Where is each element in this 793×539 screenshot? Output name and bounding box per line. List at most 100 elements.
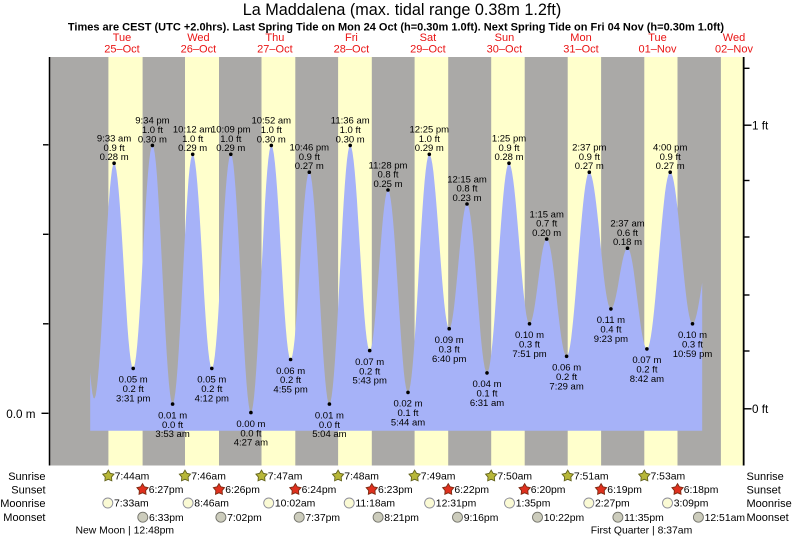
- svg-text:0.1 ft: 0.1 ft: [397, 408, 418, 419]
- svg-text:7:02pm: 7:02pm: [227, 513, 262, 524]
- svg-text:0.9 ft: 0.9 ft: [579, 152, 600, 163]
- svg-text:0.07 m: 0.07 m: [355, 357, 384, 368]
- svg-text:0.30 m: 0.30 m: [257, 134, 286, 145]
- svg-text:New Moon | 12:48pm: New Moon | 12:48pm: [76, 526, 175, 537]
- svg-text:0.10 m: 0.10 m: [678, 330, 707, 341]
- svg-text:0.27 m: 0.27 m: [295, 161, 324, 172]
- svg-text:0.09 m: 0.09 m: [435, 335, 464, 346]
- svg-text:30–Oct: 30–Oct: [487, 44, 522, 56]
- svg-text:2:37 am: 2:37 am: [610, 219, 644, 230]
- svg-text:11:36 am: 11:36 am: [331, 116, 370, 127]
- svg-text:0.05 m: 0.05 m: [119, 375, 148, 386]
- svg-text:10:12 am: 10:12 am: [173, 125, 213, 136]
- svg-text:6:27pm: 6:27pm: [149, 485, 184, 496]
- svg-text:7:51am: 7:51am: [574, 472, 609, 483]
- svg-text:7:48am: 7:48am: [344, 472, 379, 483]
- svg-text:4:55 pm: 4:55 pm: [273, 385, 307, 396]
- svg-text:0.27 m: 0.27 m: [575, 161, 604, 172]
- svg-text:1.0 ft: 1.0 ft: [419, 134, 440, 145]
- svg-text:5:44 am: 5:44 am: [391, 418, 425, 429]
- svg-text:0.9 ft: 0.9 ft: [299, 152, 320, 163]
- svg-text:7:51 pm: 7:51 pm: [512, 349, 546, 360]
- svg-text:Moonset: Moonset: [3, 512, 45, 524]
- svg-text:Thu: Thu: [265, 32, 284, 44]
- svg-text:Moonset: Moonset: [747, 512, 789, 524]
- svg-text:12:51am: 12:51am: [705, 513, 745, 524]
- svg-text:0.3 ft: 0.3 ft: [439, 344, 460, 355]
- svg-text:Times are CEST (UTC +2.0hrs).: Times are CEST (UTC +2.0hrs). Last Sprin…: [68, 22, 725, 34]
- svg-text:10:46 pm: 10:46 pm: [289, 143, 329, 154]
- svg-text:0.20 m: 0.20 m: [532, 228, 561, 239]
- svg-text:0.8 ft: 0.8 ft: [377, 170, 398, 181]
- svg-text:4:12 pm: 4:12 pm: [195, 394, 229, 405]
- svg-text:6:22pm: 6:22pm: [454, 485, 489, 496]
- svg-text:1 ft: 1 ft: [752, 119, 769, 132]
- svg-text:Wed: Wed: [187, 32, 209, 44]
- svg-text:4:27 am: 4:27 am: [234, 438, 268, 449]
- svg-text:0.3 ft: 0.3 ft: [682, 340, 703, 351]
- svg-text:0.0 ft: 0.0 ft: [240, 428, 261, 439]
- svg-text:29–Oct: 29–Oct: [410, 44, 445, 56]
- svg-text:12:15 am: 12:15 am: [447, 174, 487, 185]
- svg-text:Moonrise: Moonrise: [747, 498, 792, 510]
- svg-text:0.9 ft: 0.9 ft: [498, 143, 519, 154]
- svg-text:0.2 ft: 0.2 ft: [359, 366, 380, 377]
- svg-text:0.0 ft: 0.0 ft: [162, 420, 183, 431]
- svg-text:1:25 pm: 1:25 pm: [492, 134, 526, 145]
- svg-text:3:09pm: 3:09pm: [674, 499, 709, 510]
- svg-text:7:29 am: 7:29 am: [549, 381, 583, 392]
- svg-text:0.27 m: 0.27 m: [656, 161, 685, 172]
- svg-text:27–Oct: 27–Oct: [257, 44, 292, 56]
- svg-text:Sunrise: Sunrise: [8, 471, 45, 483]
- svg-text:6:31 am: 6:31 am: [470, 398, 504, 409]
- svg-text:0.1 ft: 0.1 ft: [476, 389, 497, 400]
- svg-text:7:50am: 7:50am: [497, 472, 532, 483]
- svg-text:0.30 m: 0.30 m: [336, 134, 365, 145]
- svg-text:6:33pm: 6:33pm: [149, 513, 184, 524]
- svg-text:0.30 m: 0.30 m: [138, 134, 167, 145]
- svg-text:10:09 pm: 10:09 pm: [211, 125, 251, 136]
- svg-text:1:15 am: 1:15 am: [530, 209, 564, 220]
- svg-text:7:49am: 7:49am: [421, 472, 456, 483]
- svg-text:01–Nov: 01–Nov: [639, 44, 677, 56]
- svg-text:0 ft: 0 ft: [752, 403, 769, 416]
- svg-text:0.11 m: 0.11 m: [597, 315, 625, 326]
- svg-text:6:19pm: 6:19pm: [607, 485, 642, 496]
- svg-text:Sunrise: Sunrise: [747, 471, 784, 483]
- svg-text:Wed: Wed: [723, 32, 745, 44]
- svg-text:1.0 ft: 1.0 ft: [340, 125, 361, 136]
- svg-text:0.06 m: 0.06 m: [276, 366, 305, 377]
- svg-text:11:18am: 11:18am: [355, 499, 395, 510]
- svg-text:0.2 ft: 0.2 ft: [123, 384, 144, 395]
- svg-text:0.18 m: 0.18 m: [613, 237, 642, 248]
- svg-text:28–Oct: 28–Oct: [334, 44, 369, 56]
- svg-text:Tue: Tue: [648, 32, 667, 44]
- svg-text:6:40 pm: 6:40 pm: [432, 354, 466, 365]
- svg-text:10:52 am: 10:52 am: [251, 116, 291, 127]
- svg-text:7:47am: 7:47am: [268, 472, 303, 483]
- svg-text:9:16pm: 9:16pm: [464, 513, 499, 524]
- svg-text:Sun: Sun: [495, 32, 515, 44]
- svg-text:0.2 ft: 0.2 ft: [201, 384, 222, 395]
- svg-text:0.6 ft: 0.6 ft: [617, 228, 638, 239]
- svg-text:4:00 pm: 4:00 pm: [653, 143, 687, 154]
- svg-text:0.01 m: 0.01 m: [158, 410, 187, 421]
- svg-text:6:24pm: 6:24pm: [302, 485, 337, 496]
- svg-text:1.0 ft: 1.0 ft: [220, 134, 241, 145]
- svg-text:0.10 m: 0.10 m: [515, 330, 544, 341]
- svg-text:0.05 m: 0.05 m: [197, 375, 226, 386]
- svg-text:3:53 am: 3:53 am: [155, 429, 189, 440]
- svg-text:0.29 m: 0.29 m: [178, 143, 207, 154]
- svg-text:La Maddalena (max. tidal range: La Maddalena (max. tidal range 0.38m 1.2…: [243, 1, 562, 19]
- svg-text:Sunset: Sunset: [747, 484, 781, 496]
- svg-text:0.3 ft: 0.3 ft: [519, 340, 540, 351]
- svg-text:11:35pm: 11:35pm: [624, 513, 664, 524]
- svg-text:0.4 ft: 0.4 ft: [600, 325, 621, 336]
- svg-text:0.2 ft: 0.2 ft: [636, 365, 657, 376]
- svg-text:First Quarter | 8:37am: First Quarter | 8:37am: [591, 526, 692, 537]
- svg-text:Sunset: Sunset: [11, 484, 45, 496]
- svg-text:3:31 pm: 3:31 pm: [116, 394, 150, 405]
- svg-text:6:20pm: 6:20pm: [531, 485, 566, 496]
- svg-text:Sat: Sat: [420, 32, 437, 44]
- svg-text:7:53am: 7:53am: [651, 472, 686, 483]
